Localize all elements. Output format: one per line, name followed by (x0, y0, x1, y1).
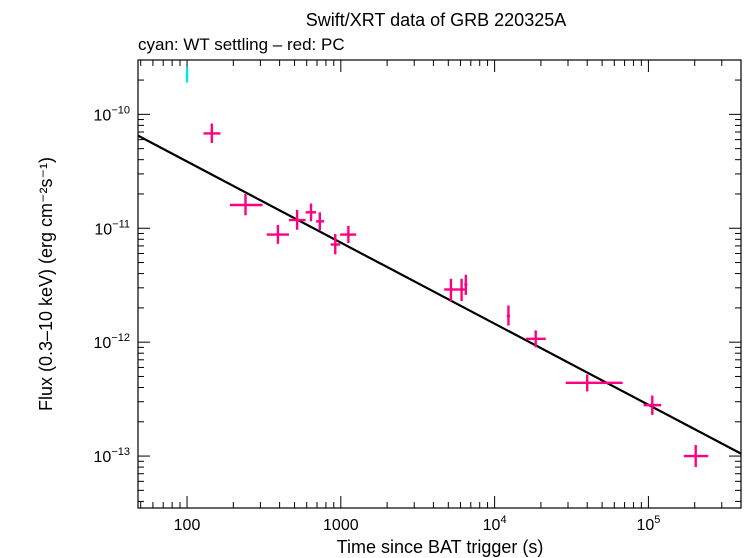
data-point (464, 274, 468, 295)
y-tick-label: 10−11 (94, 218, 130, 238)
plot-area (137, 59, 742, 509)
plot-frame (137, 59, 742, 509)
data-point (506, 305, 511, 326)
x-tick-labels: 100 1000 104 105 (174, 514, 661, 534)
data-point (444, 278, 459, 301)
y-axis-label: Flux (0.3–10 keV) (erg cm⁻²s⁻¹) (36, 157, 56, 411)
y-tick-label: 10−10 (94, 104, 130, 124)
y-tick-label: 10−13 (94, 446, 130, 466)
y-tick-labels: 10−10 10−11 10−12 10−13 (94, 104, 130, 466)
data-point (316, 212, 325, 231)
x-axis-label: Time since BAT trigger (s) (337, 537, 544, 557)
data-point (683, 445, 709, 468)
data-point (643, 395, 662, 415)
chart-subtitle: cyan: WT settling – red: PC (138, 35, 345, 54)
x-tick-label: 1000 (323, 517, 359, 534)
data-point (288, 209, 306, 230)
data-point (340, 225, 357, 244)
model-line (137, 134, 742, 455)
data-point (526, 330, 546, 348)
data-point (565, 374, 623, 392)
x-tick-label: 105 (636, 514, 660, 534)
data-point (203, 123, 221, 144)
data-point (229, 193, 263, 216)
model-fit-line (137, 134, 742, 455)
data-point (330, 234, 341, 255)
x-tick-label: 104 (483, 514, 507, 534)
data-point (305, 203, 317, 222)
data-point (266, 224, 289, 244)
x-tick-label: 100 (174, 517, 201, 534)
data-point (458, 278, 465, 301)
data-points (185, 67, 709, 468)
chart-title: Swift/XRT data of GRB 220325A (306, 10, 566, 30)
data-point (185, 67, 189, 83)
axis-ticks (138, 59, 742, 508)
y-tick-label: 10−12 (94, 332, 130, 352)
